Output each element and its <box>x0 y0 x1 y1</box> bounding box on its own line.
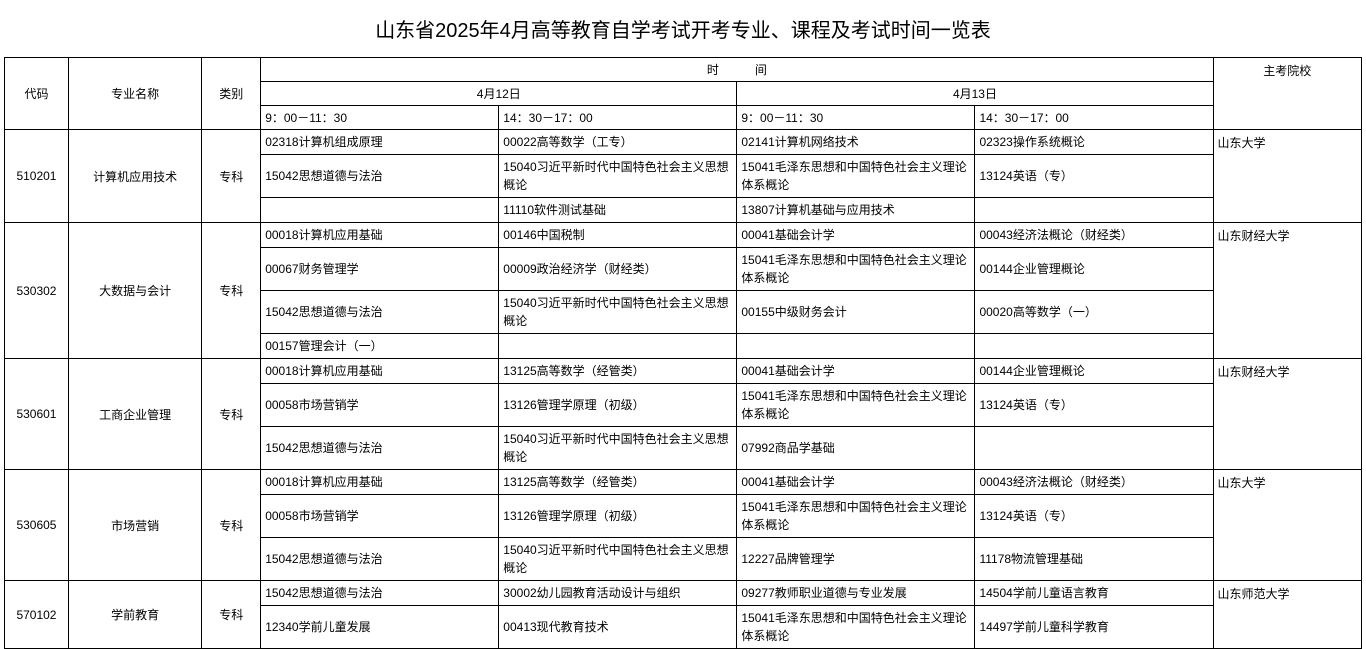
cell-course <box>975 198 1213 223</box>
cell-course: 15042思想道德与法治 <box>261 155 499 198</box>
page-title: 山东省2025年4月高等教育自学考试开考专业、课程及考试时间一览表 <box>0 0 1366 57</box>
cell-course <box>499 334 737 359</box>
cell-school: 山东财经大学 <box>1213 223 1361 359</box>
cell-course: 14504学前儿童语言教育 <box>975 581 1213 606</box>
cell-course: 15042思想道德与法治 <box>261 427 499 470</box>
header-major: 专业名称 <box>68 58 201 130</box>
cell-course: 00020高等数学（一） <box>975 291 1213 334</box>
cell-course: 15041毛泽东思想和中国特色社会主义理论体系概论 <box>737 384 975 427</box>
table-row: 530605市场营销专科00018计算机应用基础13125高等数学（经管类）00… <box>5 470 1362 495</box>
cell-course: 00144企业管理概论 <box>975 359 1213 384</box>
cell-course: 00022高等数学（工专） <box>499 130 737 155</box>
cell-course: 02141计算机网络技术 <box>737 130 975 155</box>
cell-course: 12227品牌管理学 <box>737 538 975 581</box>
cell-code: 530302 <box>5 223 69 359</box>
cell-course: 13124英语（专） <box>975 384 1213 427</box>
cell-course: 15040习近平新时代中国特色社会主义思想概论 <box>499 291 737 334</box>
cell-school: 山东师范大学 <box>1213 581 1361 649</box>
cell-major: 大数据与会计 <box>68 223 201 359</box>
cell-course: 00155中级财务会计 <box>737 291 975 334</box>
cell-course: 00058市场营销学 <box>261 495 499 538</box>
cell-course: 15040习近平新时代中国特色社会主义思想概论 <box>499 155 737 198</box>
cell-code: 570102 <box>5 581 69 649</box>
schedule-table: 代码 专业名称 类别 时 间 主考院校 4月12日 4月13日 9：00－11：… <box>4 57 1362 649</box>
table-row: 530302大数据与会计专科00018计算机应用基础00146中国税制00041… <box>5 223 1362 248</box>
cell-course: 00018计算机应用基础 <box>261 470 499 495</box>
cell-course: 30002幼儿园教育活动设计与组织 <box>499 581 737 606</box>
cell-course: 15041毛泽东思想和中国特色社会主义理论体系概论 <box>737 248 975 291</box>
cell-course: 09277教师职业道德与专业发展 <box>737 581 975 606</box>
cell-course: 15042思想道德与法治 <box>261 291 499 334</box>
cell-course <box>975 334 1213 359</box>
header-category: 类别 <box>202 58 261 130</box>
table-body: 510201计算机应用技术专科02318计算机组成原理00022高等数学（工专）… <box>5 130 1362 649</box>
header-slot3: 9：00－11：30 <box>737 106 975 130</box>
header-slot4: 14：30－17：00 <box>975 106 1213 130</box>
cell-code: 510201 <box>5 130 69 223</box>
cell-course: 15042思想道德与法治 <box>261 581 499 606</box>
cell-category: 专科 <box>202 470 261 581</box>
header-time: 时 间 <box>261 58 1213 82</box>
cell-category: 专科 <box>202 359 261 470</box>
cell-course: 13126管理学原理（初级） <box>499 495 737 538</box>
cell-course: 15040习近平新时代中国特色社会主义思想概论 <box>499 538 737 581</box>
cell-school: 山东大学 <box>1213 130 1361 223</box>
cell-course <box>261 198 499 223</box>
cell-course <box>737 334 975 359</box>
cell-major: 学前教育 <box>68 581 201 649</box>
cell-course: 11110软件测试基础 <box>499 198 737 223</box>
header-slot1: 9：00－11：30 <box>261 106 499 130</box>
cell-course: 13125高等数学（经管类） <box>499 470 737 495</box>
cell-course: 00067财务管理学 <box>261 248 499 291</box>
cell-course: 11178物流管理基础 <box>975 538 1213 581</box>
header-slot2: 14：30－17：00 <box>499 106 737 130</box>
cell-course: 15041毛泽东思想和中国特色社会主义理论体系概论 <box>737 606 975 649</box>
cell-course: 00146中国税制 <box>499 223 737 248</box>
cell-course: 13126管理学原理（初级） <box>499 384 737 427</box>
cell-course: 13124英语（专） <box>975 495 1213 538</box>
cell-code: 530605 <box>5 470 69 581</box>
cell-course: 15041毛泽东思想和中国特色社会主义理论体系概论 <box>737 155 975 198</box>
cell-course: 02323操作系统概论 <box>975 130 1213 155</box>
cell-course: 00043经济法概论（财经类） <box>975 470 1213 495</box>
cell-school: 山东财经大学 <box>1213 359 1361 470</box>
cell-course: 14497学前儿童科学教育 <box>975 606 1213 649</box>
table-row: 530601工商企业管理专科00018计算机应用基础13125高等数学（经管类）… <box>5 359 1362 384</box>
cell-course: 00144企业管理概论 <box>975 248 1213 291</box>
cell-code: 530601 <box>5 359 69 470</box>
cell-course <box>975 427 1213 470</box>
cell-course: 13124英语（专） <box>975 155 1213 198</box>
cell-course: 00413现代教育技术 <box>499 606 737 649</box>
header-school: 主考院校 <box>1213 58 1361 130</box>
cell-course: 00018计算机应用基础 <box>261 359 499 384</box>
cell-course: 00009政治经济学（财经类） <box>499 248 737 291</box>
cell-course: 00157管理会计（一） <box>261 334 499 359</box>
table-row: 570102学前教育专科15042思想道德与法治30002幼儿园教育活动设计与组… <box>5 581 1362 606</box>
header-date2: 4月13日 <box>737 82 1213 106</box>
table-row: 510201计算机应用技术专科02318计算机组成原理00022高等数学（工专）… <box>5 130 1362 155</box>
cell-major: 市场营销 <box>68 470 201 581</box>
header-code: 代码 <box>5 58 69 130</box>
header-date1: 4月12日 <box>261 82 737 106</box>
cell-school: 山东大学 <box>1213 470 1361 581</box>
cell-course: 15040习近平新时代中国特色社会主义思想概论 <box>499 427 737 470</box>
cell-course: 15041毛泽东思想和中国特色社会主义理论体系概论 <box>737 495 975 538</box>
cell-category: 专科 <box>202 130 261 223</box>
cell-major: 工商企业管理 <box>68 359 201 470</box>
cell-course: 12340学前儿童发展 <box>261 606 499 649</box>
cell-course: 00041基础会计学 <box>737 470 975 495</box>
cell-course: 13807计算机基础与应用技术 <box>737 198 975 223</box>
cell-course: 13125高等数学（经管类） <box>499 359 737 384</box>
cell-major: 计算机应用技术 <box>68 130 201 223</box>
cell-course: 02318计算机组成原理 <box>261 130 499 155</box>
cell-course: 15042思想道德与法治 <box>261 538 499 581</box>
cell-category: 专科 <box>202 223 261 359</box>
cell-course: 00041基础会计学 <box>737 359 975 384</box>
cell-course: 07992商品学基础 <box>737 427 975 470</box>
cell-course: 00018计算机应用基础 <box>261 223 499 248</box>
cell-category: 专科 <box>202 581 261 649</box>
cell-course: 00043经济法概论（财经类） <box>975 223 1213 248</box>
cell-course: 00058市场营销学 <box>261 384 499 427</box>
cell-course: 00041基础会计学 <box>737 223 975 248</box>
